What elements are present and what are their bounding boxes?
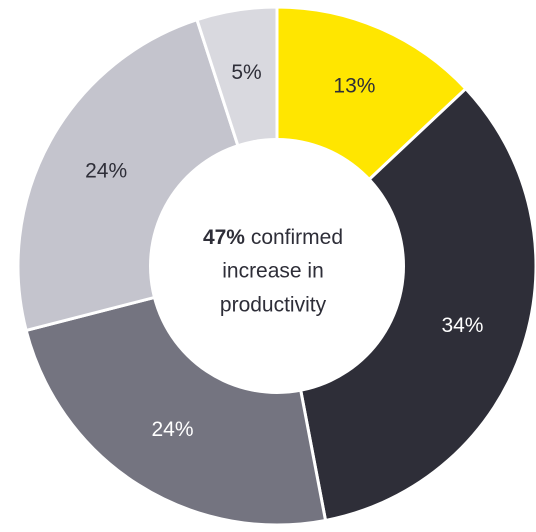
center-emphasis: 47%	[203, 226, 245, 249]
data-label: 24%	[85, 160, 127, 183]
data-label: 5%	[231, 61, 261, 84]
center-label-line: productivity	[220, 294, 327, 317]
center-label-line: 47% confirmed	[203, 226, 343, 249]
data-label: 24%	[151, 418, 193, 441]
donut-segment	[275, 86, 536, 523]
donut-hole	[149, 138, 405, 394]
center-label-line: increase in	[222, 260, 324, 283]
data-label: 34%	[441, 314, 483, 337]
data-label: 13%	[333, 75, 375, 98]
center-text: confirmed	[251, 226, 343, 249]
